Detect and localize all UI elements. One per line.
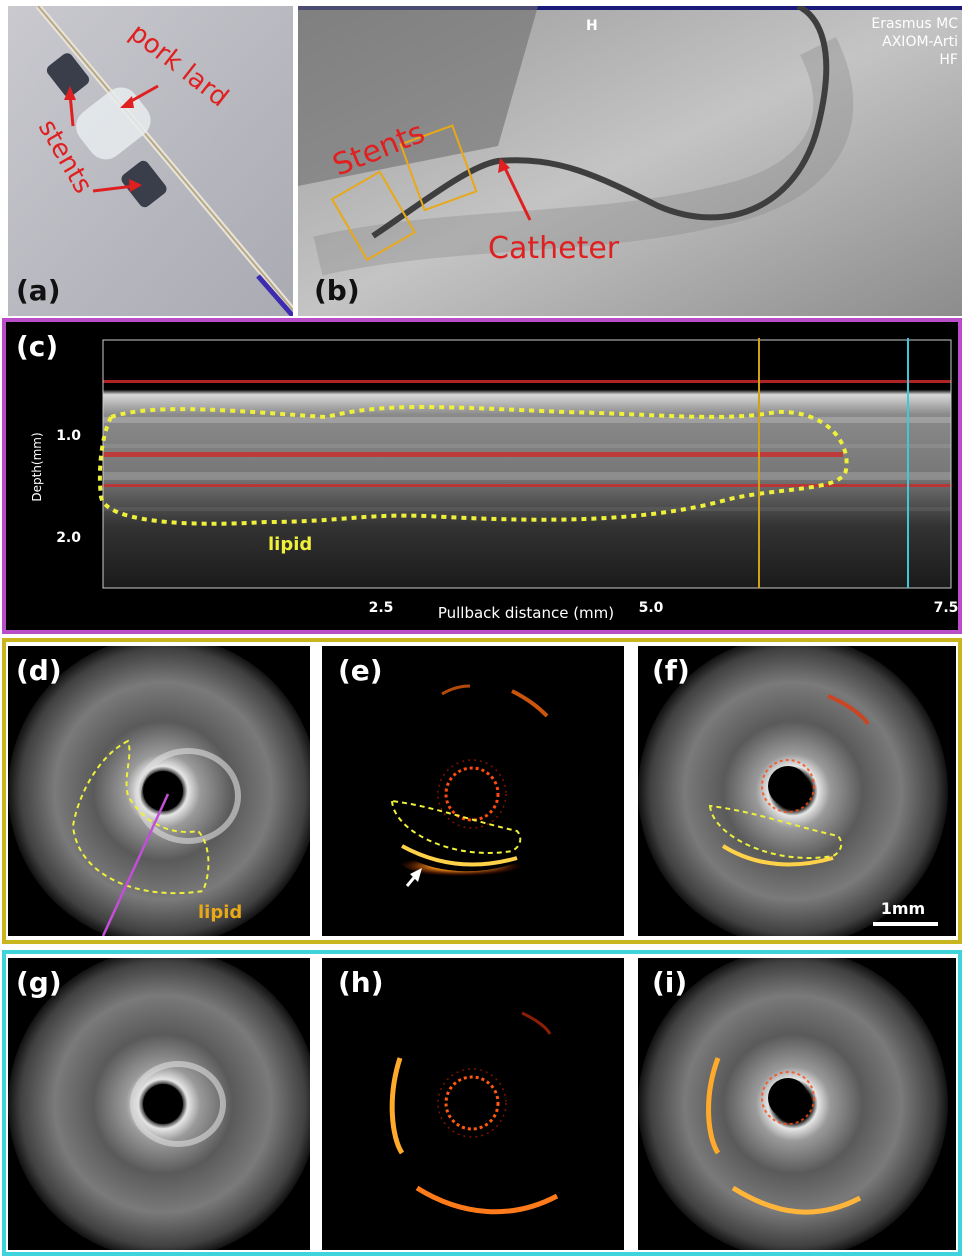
ivus-image-g xyxy=(8,958,310,1250)
panel-e-photoacoustic: (e) xyxy=(322,646,624,936)
panel-h-photoacoustic: (h) xyxy=(322,958,624,1250)
panel-b-xray: Stents Catheter H Erasmus MC AXIOM-Arti … xyxy=(298,6,962,316)
bscan-texture xyxy=(103,417,951,511)
xray-corner-line-1: Erasmus MC xyxy=(871,16,958,32)
panel-i-overlay: (i) xyxy=(638,958,956,1250)
bscan-plot: 1.0 2.0 Depth(mm) 2.5 5.0 7.5 Pullback d… xyxy=(6,322,958,630)
xtick-2: 5.0 xyxy=(639,600,664,616)
panel-a-label: (a) xyxy=(16,274,61,307)
xtick-1: 2.5 xyxy=(369,600,394,616)
panel-g-ultrasound: (g) xyxy=(8,958,310,1250)
pa-image-h xyxy=(322,958,624,1250)
lipid-label-c: lipid xyxy=(268,534,312,555)
panel-a-photo: pork lard stents (a) xyxy=(8,6,293,316)
panel-g-label: (g) xyxy=(16,966,62,999)
panel-c-label: (c) xyxy=(16,330,59,363)
xray-corner-line-2: AXIOM-Arti xyxy=(882,34,958,50)
xlabel: Pullback distance (mm) xyxy=(438,604,614,622)
overlay-image-f: 1mm xyxy=(638,646,948,936)
panel-i-label: (i) xyxy=(652,966,688,999)
panel-f-label: (f) xyxy=(652,654,690,687)
panel-b-label: (b) xyxy=(314,274,360,307)
xtick-3: 7.5 xyxy=(934,600,958,616)
ivus-image-d: lipid xyxy=(8,646,310,936)
ytick-1: 1.0 xyxy=(56,428,81,444)
ylabel: Depth(mm) xyxy=(30,432,44,501)
xray-corner-line-3: HF xyxy=(939,52,958,68)
pa-image-e xyxy=(322,646,624,936)
overlay-image-i xyxy=(638,958,948,1250)
panel-f-overlay: 1mm (f) xyxy=(638,646,956,936)
xray-header: H xyxy=(586,18,598,34)
ytick-2: 2.0 xyxy=(56,530,81,546)
panel-h-label: (h) xyxy=(338,966,384,999)
scale-bar-label: 1mm xyxy=(881,899,925,918)
lipid-label-d: lipid xyxy=(198,902,242,923)
photo-image: pork lard stents xyxy=(8,6,293,316)
panel-e-label: (e) xyxy=(338,654,383,687)
panel-d-label: (d) xyxy=(16,654,62,687)
panel-c-bscan: 1.0 2.0 Depth(mm) 2.5 5.0 7.5 Pullback d… xyxy=(6,322,958,630)
catheter-annotation: Catheter xyxy=(488,231,620,266)
panel-d-ultrasound: lipid (d) xyxy=(8,646,310,936)
xray-image: Stents Catheter H Erasmus MC AXIOM-Arti … xyxy=(298,6,962,316)
